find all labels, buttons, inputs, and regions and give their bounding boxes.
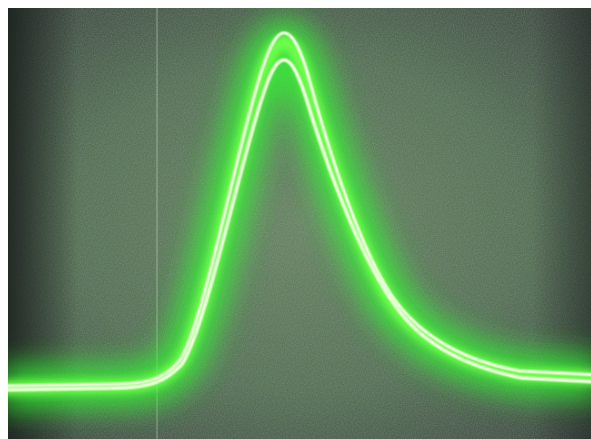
screen [0,8,591,439]
oscilloscope-photo [0,0,591,439]
page [0,0,591,439]
